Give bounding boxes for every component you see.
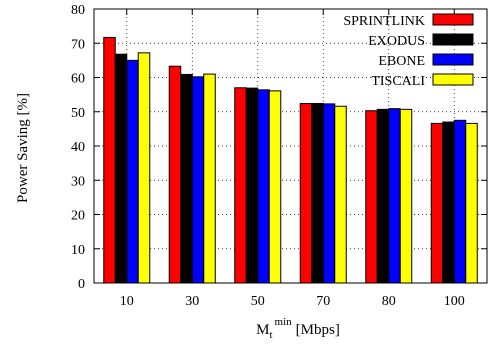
bar-ebone-30: [191, 76, 205, 284]
legend-label-tiscali: TISCALI: [371, 74, 425, 89]
legend: SPRINTLINK EXODUS EBONE TISCALI: [343, 13, 474, 89]
x-tick-labels: 10 30 50 70 80 100: [120, 294, 465, 309]
legend-label-sprintlink: SPRINTLINK: [343, 14, 425, 29]
x-tick-label: 30: [185, 294, 199, 309]
y-tick-label: 20: [71, 209, 85, 224]
bar-exodus-10: [114, 53, 128, 284]
legend-label-exodus: EXODUS: [368, 34, 425, 49]
x-axis-label-sup: min: [275, 316, 293, 328]
legend-swatch-ebone: [432, 53, 474, 66]
axes: [93, 8, 488, 284]
bar-sprintlink-80: [365, 110, 378, 284]
bar-sprintlink-100: [430, 122, 444, 284]
bar-ebone-100: [453, 119, 467, 284]
plot-frame: [93, 8, 488, 284]
y-tick-label: 60: [71, 72, 85, 87]
bar-ebone-50: [257, 89, 270, 284]
y-tick-label: 70: [71, 37, 85, 52]
y-tick-labels: 0 10 20 30 40 50 60 70 80: [71, 3, 85, 292]
bar-ebone-70: [322, 103, 336, 284]
x-tick-label: 50: [251, 294, 265, 309]
bar-ebone-10: [126, 59, 139, 284]
bar-ebone-80: [388, 108, 401, 284]
x-tick-label: 80: [382, 294, 396, 309]
bar-sprintlink-50: [234, 87, 247, 284]
y-tick-label: 40: [71, 140, 85, 155]
x-tick-label: 10: [120, 294, 134, 309]
bar-tiscali-30: [203, 73, 216, 284]
x-axis-label-sub: t: [269, 329, 272, 341]
legend-swatch-sprintlink: [432, 13, 474, 26]
x-tick-label: 70: [316, 294, 330, 309]
bar-sprintlink-70: [299, 103, 313, 284]
gridlines: [94, 9, 487, 283]
y-tick-label: 0: [78, 277, 85, 292]
x-axis-label-main: M: [256, 322, 269, 338]
bar-tiscali-70: [334, 105, 347, 284]
y-axis-label: Power Saving [%]: [15, 93, 31, 203]
bar-exodus-100: [442, 121, 455, 284]
bar-tiscali-10: [137, 52, 151, 284]
y-tick-label: 80: [71, 3, 85, 18]
legend-swatch-tiscali: [432, 73, 474, 86]
bar-tiscali-50: [268, 90, 282, 284]
x-axis-label-unit: [Mbps]: [296, 322, 340, 338]
bar-exodus-30: [180, 73, 193, 284]
bar-exodus-80: [376, 108, 390, 284]
bar-tiscali-80: [399, 108, 413, 284]
x-tick-label: 100: [444, 294, 465, 309]
legend-label-ebone: EBONE: [378, 54, 425, 69]
y-tick-label: 10: [71, 243, 85, 258]
x-axis-label: Mtmin [Mbps]: [256, 316, 340, 341]
legend-swatch-exodus: [432, 33, 474, 46]
y-tick-label: 30: [71, 174, 85, 189]
bar-sprintlink-30: [168, 65, 182, 284]
bar-sprintlink-10: [103, 36, 116, 284]
bar-tiscali-100: [465, 122, 478, 284]
bar-exodus-50: [245, 87, 259, 284]
y-tick-label: 50: [71, 106, 85, 121]
bar-exodus-70: [311, 103, 324, 284]
